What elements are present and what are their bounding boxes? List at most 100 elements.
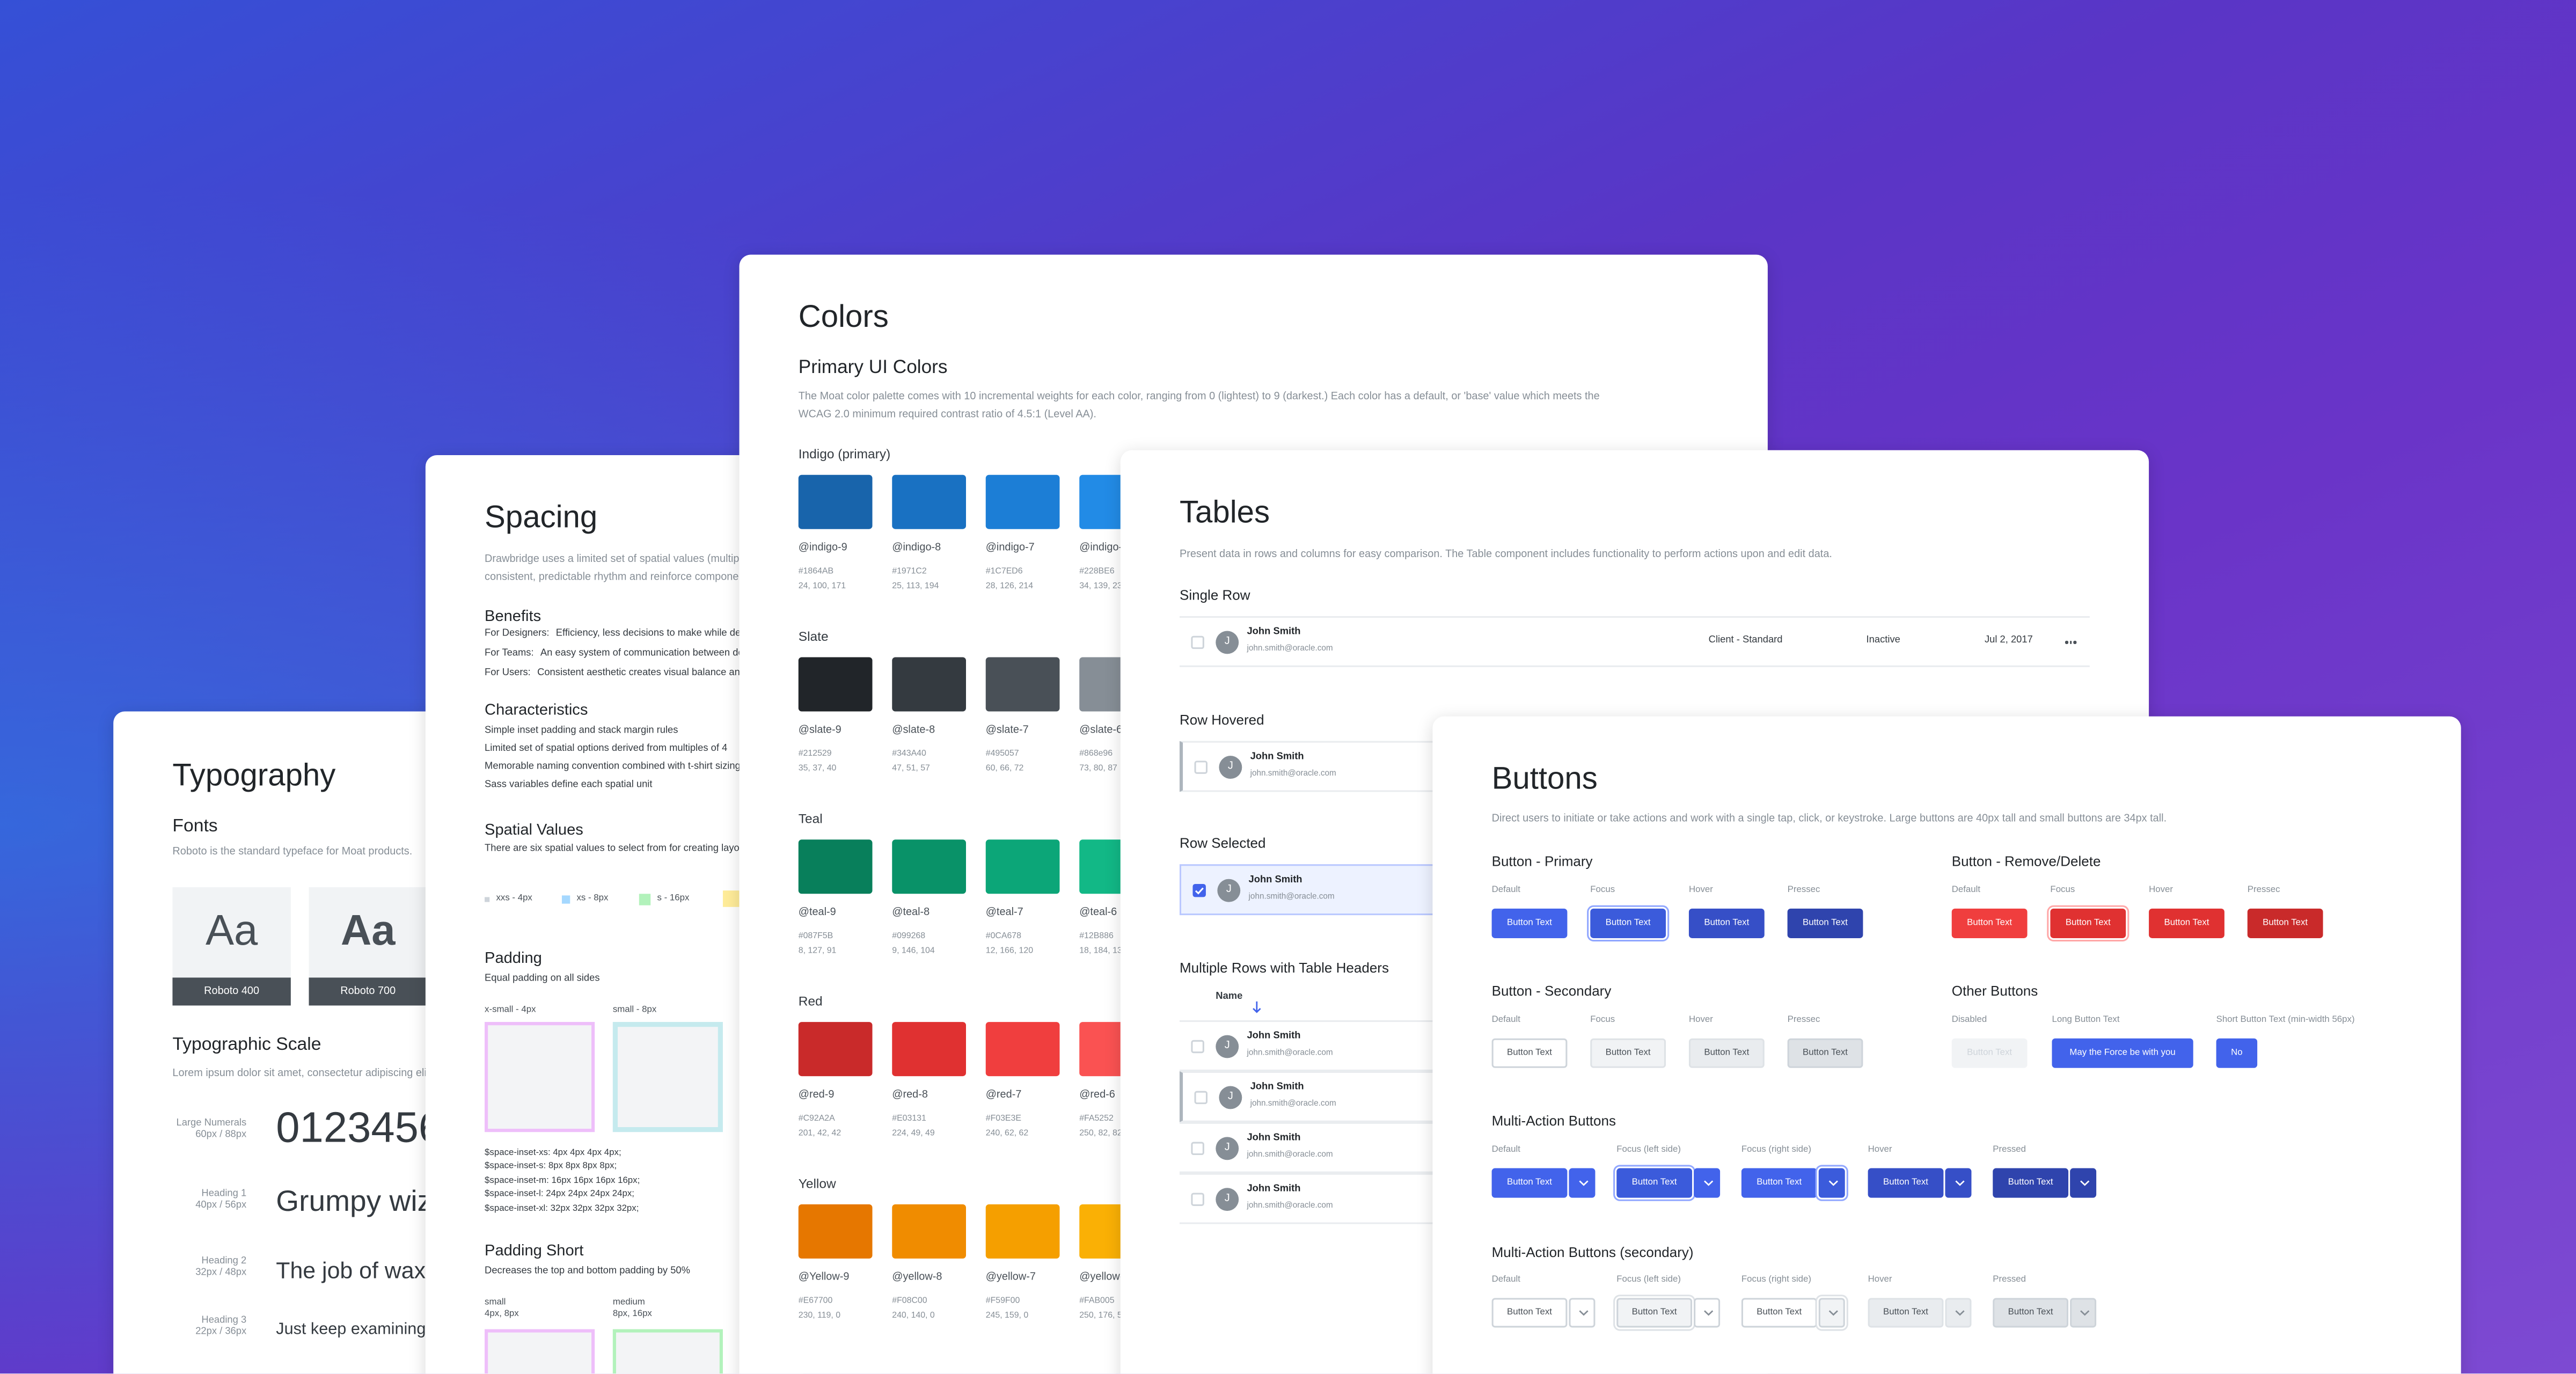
swatch-name: @indigo-6 (1079, 542, 1129, 554)
spacing-label: xs - 8px (576, 893, 609, 903)
row-name: John Smith (1247, 628, 1301, 638)
color-swatch (798, 839, 873, 894)
split-button-toggle (2070, 1298, 2097, 1328)
swatch-hex: #F59F00 (985, 1296, 1020, 1306)
row-email: john.smith@oracle.com (1247, 1149, 1333, 1159)
chevron-icon (1955, 1310, 1965, 1316)
color-swatch (798, 474, 873, 529)
button-label: Button Text (1631, 1177, 1677, 1188)
split-button-main: Button Text (1491, 1298, 1568, 1328)
body-text: Lorem ipsum dolor sit amet, consectetur … (172, 1068, 433, 1080)
swatch-rgb: 34, 139, 230 (1079, 581, 1127, 591)
swatch-name: @Yellow-9 (798, 1271, 850, 1284)
panel-title: Buttons (1491, 762, 1598, 796)
split-button-main: Button Text (1993, 1298, 2069, 1328)
swatch-rgb: 250, 176, 5 (1079, 1311, 1122, 1321)
button-label: Button Text (1883, 1307, 1928, 1318)
state-label: Focus (left side) (1616, 1274, 1681, 1284)
swatch-rgb: 224, 49, 49 (892, 1128, 935, 1139)
button-label: Button Text (2008, 1177, 2053, 1188)
section-heading: Row Selected (1179, 834, 1266, 851)
section-heading: Button - Secondary (1491, 982, 1612, 999)
color-swatch (985, 839, 1060, 894)
swatch-rgb: 245, 159, 0 (985, 1311, 1029, 1321)
padding-label: medium (612, 1297, 645, 1307)
button-label: Button Text (1883, 1177, 1928, 1188)
body-text: Roboto is the standard typeface for Moat… (172, 846, 413, 858)
body-text: Decreases the top and bottom padding by … (485, 1267, 691, 1277)
swatch-name: @indigo-7 (985, 542, 1035, 554)
chevron-icon (1704, 1180, 1714, 1186)
avatar-initial: J (1226, 884, 1232, 896)
swatch-hex: #F08C00 (892, 1296, 927, 1306)
color-group-name: Indigo (primary) (798, 447, 891, 462)
button: Button Text (1951, 1038, 2028, 1068)
swatch-name: @teal-9 (798, 907, 836, 919)
button-label: Button Text (1704, 918, 1750, 928)
state-label: Focus (1590, 1014, 1615, 1025)
split-button-toggle (1945, 1298, 1972, 1328)
state-label: Focus (1590, 885, 1615, 895)
chevron-icon (1579, 1180, 1589, 1186)
font-label-bar: Roboto 700 (309, 977, 427, 1006)
panel-title: Colors (798, 299, 889, 335)
section-heading: Multi-Action Buttons (1491, 1112, 1616, 1129)
benefit-text: Efficiency, less decisions to make while… (555, 630, 772, 640)
button: May the Force be with you (2052, 1038, 2193, 1068)
code-line: $space-inset-m: 16px 16px 16px 16px; (485, 1175, 640, 1186)
button-label: Button Text (1803, 918, 1848, 928)
swatch-hex: #FAB005 (1079, 1296, 1115, 1306)
body-text: WCAG 2.0 minimum required contrast ratio… (798, 409, 1096, 421)
scale-size: 60px / 88px (195, 1131, 247, 1141)
padding-size: 8px, 16px (612, 1309, 652, 1319)
characteristic: Limited set of spatial options derived f… (485, 744, 728, 755)
row-name: John Smith (1248, 876, 1302, 887)
swatch-hex: #FA5252 (1079, 1114, 1114, 1124)
swatch-rgb: 28, 126, 214 (985, 581, 1034, 591)
state-label: Focus (left side) (1616, 1144, 1681, 1155)
row-name: John Smith (1247, 1185, 1301, 1195)
state-label: Disabled (1951, 1014, 1987, 1025)
checkbox (1191, 1193, 1204, 1206)
color-swatch (985, 1022, 1060, 1077)
swatch-rgb: 240, 62, 62 (985, 1128, 1029, 1139)
swatch-hex: #1864AB (798, 566, 834, 577)
row-email: john.smith@oracle.com (1248, 891, 1335, 902)
swatch-name: @indigo-8 (892, 542, 941, 554)
padding-size: 4px, 8px (485, 1309, 519, 1319)
avatar-initial: J (1227, 1091, 1233, 1103)
body-text: Direct users to initiate or take actions… (1491, 813, 2167, 825)
chevron-icon (2080, 1180, 2090, 1186)
button: Button Text (1951, 908, 2028, 938)
section-heading: Single Row (1179, 586, 1250, 603)
scale-name: Heading 1 (201, 1190, 247, 1200)
row-name: John Smith (1250, 1083, 1304, 1093)
body-text: Equal padding on all sides (485, 975, 600, 985)
characteristic: Simple inset padding and stack margin ru… (485, 727, 678, 737)
avatar-initial: J (1224, 635, 1230, 648)
color-swatch (985, 1204, 1060, 1259)
swatch-name: @yellow-6 (1079, 1271, 1130, 1284)
swatch-name: @yellow-8 (892, 1271, 942, 1284)
section-heading: Padding Short (485, 1243, 584, 1261)
split-button-main: Button Text (1993, 1168, 2069, 1198)
avatar-initial: J (1224, 1193, 1230, 1205)
swatch-hex: #12B886 (1079, 931, 1114, 941)
checkbox (1191, 1142, 1204, 1156)
state-label: Hover (2149, 885, 2173, 895)
color-swatch (892, 1022, 966, 1077)
row-date: Jul 2, 2017 (1984, 636, 2033, 647)
split-button-toggle (1569, 1298, 1596, 1328)
benefit-label: For Users: (485, 669, 531, 679)
avatar: J (1219, 1086, 1242, 1109)
avatar: J (1216, 1035, 1239, 1058)
padding-label: small - 8px (612, 1005, 657, 1015)
state-label: Hover (1868, 1144, 1892, 1155)
characteristic: Sass variables define each spatial unit (485, 780, 653, 790)
chevron-icon (1955, 1180, 1965, 1186)
font-tile: Aa (172, 887, 291, 978)
row-email: john.smith@oracle.com (1250, 768, 1336, 778)
button-label: Button Text (1967, 1048, 2012, 1058)
swatch-hex: #228BE6 (1079, 566, 1115, 577)
column-header: Name (1216, 993, 1243, 1003)
